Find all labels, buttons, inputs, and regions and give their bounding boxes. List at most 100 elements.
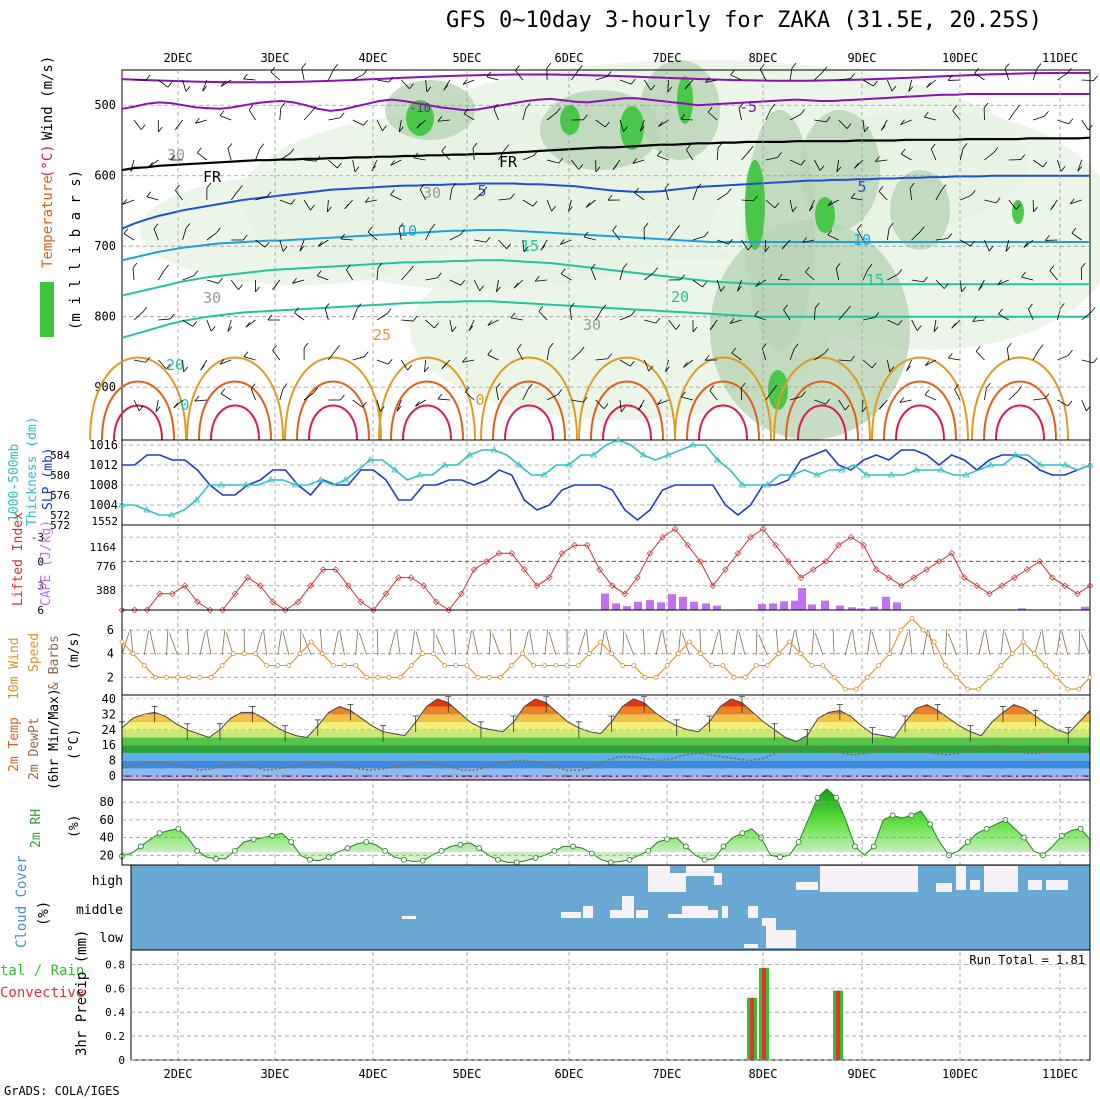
wind-barb <box>1028 308 1034 321</box>
cape-bar <box>713 605 721 610</box>
wind-barb-flag <box>889 366 895 372</box>
rh-core <box>768 370 788 410</box>
thickness-marker <box>490 446 499 453</box>
lifted-index-marker <box>407 574 415 581</box>
wind-speed-marker <box>586 651 592 657</box>
warm-lobe <box>983 380 1057 441</box>
lifted-index-marker <box>194 598 201 606</box>
wind-barb-flag <box>629 360 635 367</box>
wind-barb <box>741 239 749 251</box>
wind-barb-flag <box>206 182 212 189</box>
contour-line-4 <box>121 229 1090 262</box>
contour-line-2 <box>121 136 1091 172</box>
rh-marker <box>645 847 652 854</box>
wind-barb <box>960 194 972 201</box>
wind-speed-marker <box>575 663 581 668</box>
wind-barb-flag <box>675 324 681 330</box>
wind-speed-marker <box>887 651 893 657</box>
wind-barb <box>765 108 772 121</box>
wind-barb-flag <box>753 195 758 202</box>
li-tick-label: -3 <box>31 531 44 544</box>
wind-barb <box>158 318 171 321</box>
wind-barb-flag <box>648 365 654 372</box>
wind-barb <box>425 319 435 329</box>
wind-barb <box>1008 109 1017 121</box>
lifted-index-marker <box>1036 558 1044 565</box>
lifted-index-marker <box>546 574 553 581</box>
wind-barb <box>909 188 912 201</box>
ylabel-temp-unit2: (°C) <box>67 729 82 760</box>
wind-barb-flag <box>558 157 564 164</box>
cape-bar <box>623 606 631 610</box>
wind-barb <box>328 159 338 169</box>
wind-barb-flag <box>930 143 936 150</box>
wind-barb-flag <box>266 191 272 197</box>
wind-speed-marker <box>509 663 514 668</box>
wind-speed-marker <box>798 651 804 657</box>
wind-barb-flag <box>607 194 613 201</box>
lifted-index-marker <box>822 558 830 565</box>
x-tick-label-bottom: 11DEC <box>1042 1067 1078 1081</box>
wind-barb <box>887 319 899 326</box>
wind-barb <box>1070 199 1082 205</box>
li-tick-label: 3 <box>37 580 44 593</box>
wind-barb <box>569 308 572 321</box>
wind10-barb <box>605 631 612 656</box>
wind-barb <box>463 113 475 121</box>
wind-barb <box>227 148 232 161</box>
lifted-index-marker <box>483 558 490 565</box>
wind-barb-flag <box>709 385 715 391</box>
wind-barb-flag <box>1017 386 1022 392</box>
lifted-index-marker <box>156 590 164 598</box>
wind10-barb <box>681 632 690 656</box>
contour-label: 30 <box>423 184 441 202</box>
wind-speed-marker <box>1087 674 1093 680</box>
wind-barb-flag <box>1044 111 1049 117</box>
wind10-barb <box>263 629 268 656</box>
rh-marker <box>457 841 464 848</box>
lifted-index-marker <box>1023 566 1031 573</box>
wind-barb-flag <box>1007 342 1012 349</box>
wind10-barb <box>867 629 872 656</box>
wind-barb <box>827 199 839 206</box>
cape-bar <box>893 602 901 610</box>
contour-label: FR <box>499 153 518 171</box>
wind-barb <box>814 353 825 361</box>
rh-marker <box>476 845 483 852</box>
wind-speed-marker <box>664 663 670 668</box>
contour-label: 5 <box>477 182 486 200</box>
wind-barb <box>158 79 169 88</box>
wind-barb <box>449 319 453 332</box>
lifted-index-marker <box>759 525 767 533</box>
wind-barb-flag <box>197 147 202 154</box>
wind-speed-marker <box>175 674 181 680</box>
wind-barb-flag <box>1044 393 1050 399</box>
lifted-index-marker <box>256 582 264 590</box>
wind-barb-flag <box>871 362 877 369</box>
lifted-index-marker <box>948 550 956 557</box>
thickness-marker <box>118 501 126 508</box>
wind-barb-flag <box>407 364 412 371</box>
wind-barb-flag <box>292 278 297 284</box>
wind-barb-flag <box>517 344 522 350</box>
wind-barb-flag <box>504 144 509 150</box>
wind10-barb <box>1004 632 1013 656</box>
wind-barb-flag <box>310 204 315 211</box>
wind-barb-flag <box>923 276 928 283</box>
cloud-level-label: high <box>92 874 123 889</box>
wind-barb-flag <box>908 86 914 92</box>
wind-barb <box>473 191 484 201</box>
wind-speed-marker <box>164 674 169 680</box>
wind-barb-flag <box>720 286 726 292</box>
wind10-barb <box>1056 629 1061 656</box>
wind-barb-flag <box>185 223 191 229</box>
wind-barb <box>155 399 159 412</box>
rh-marker <box>513 859 520 866</box>
wind-barb <box>709 390 718 401</box>
cape-bar <box>758 603 766 610</box>
rh-core <box>560 105 580 135</box>
cape-bar <box>780 601 788 610</box>
warm-lobe <box>113 404 163 441</box>
wind-barb <box>737 279 742 292</box>
wind-barb-flag <box>170 154 175 161</box>
